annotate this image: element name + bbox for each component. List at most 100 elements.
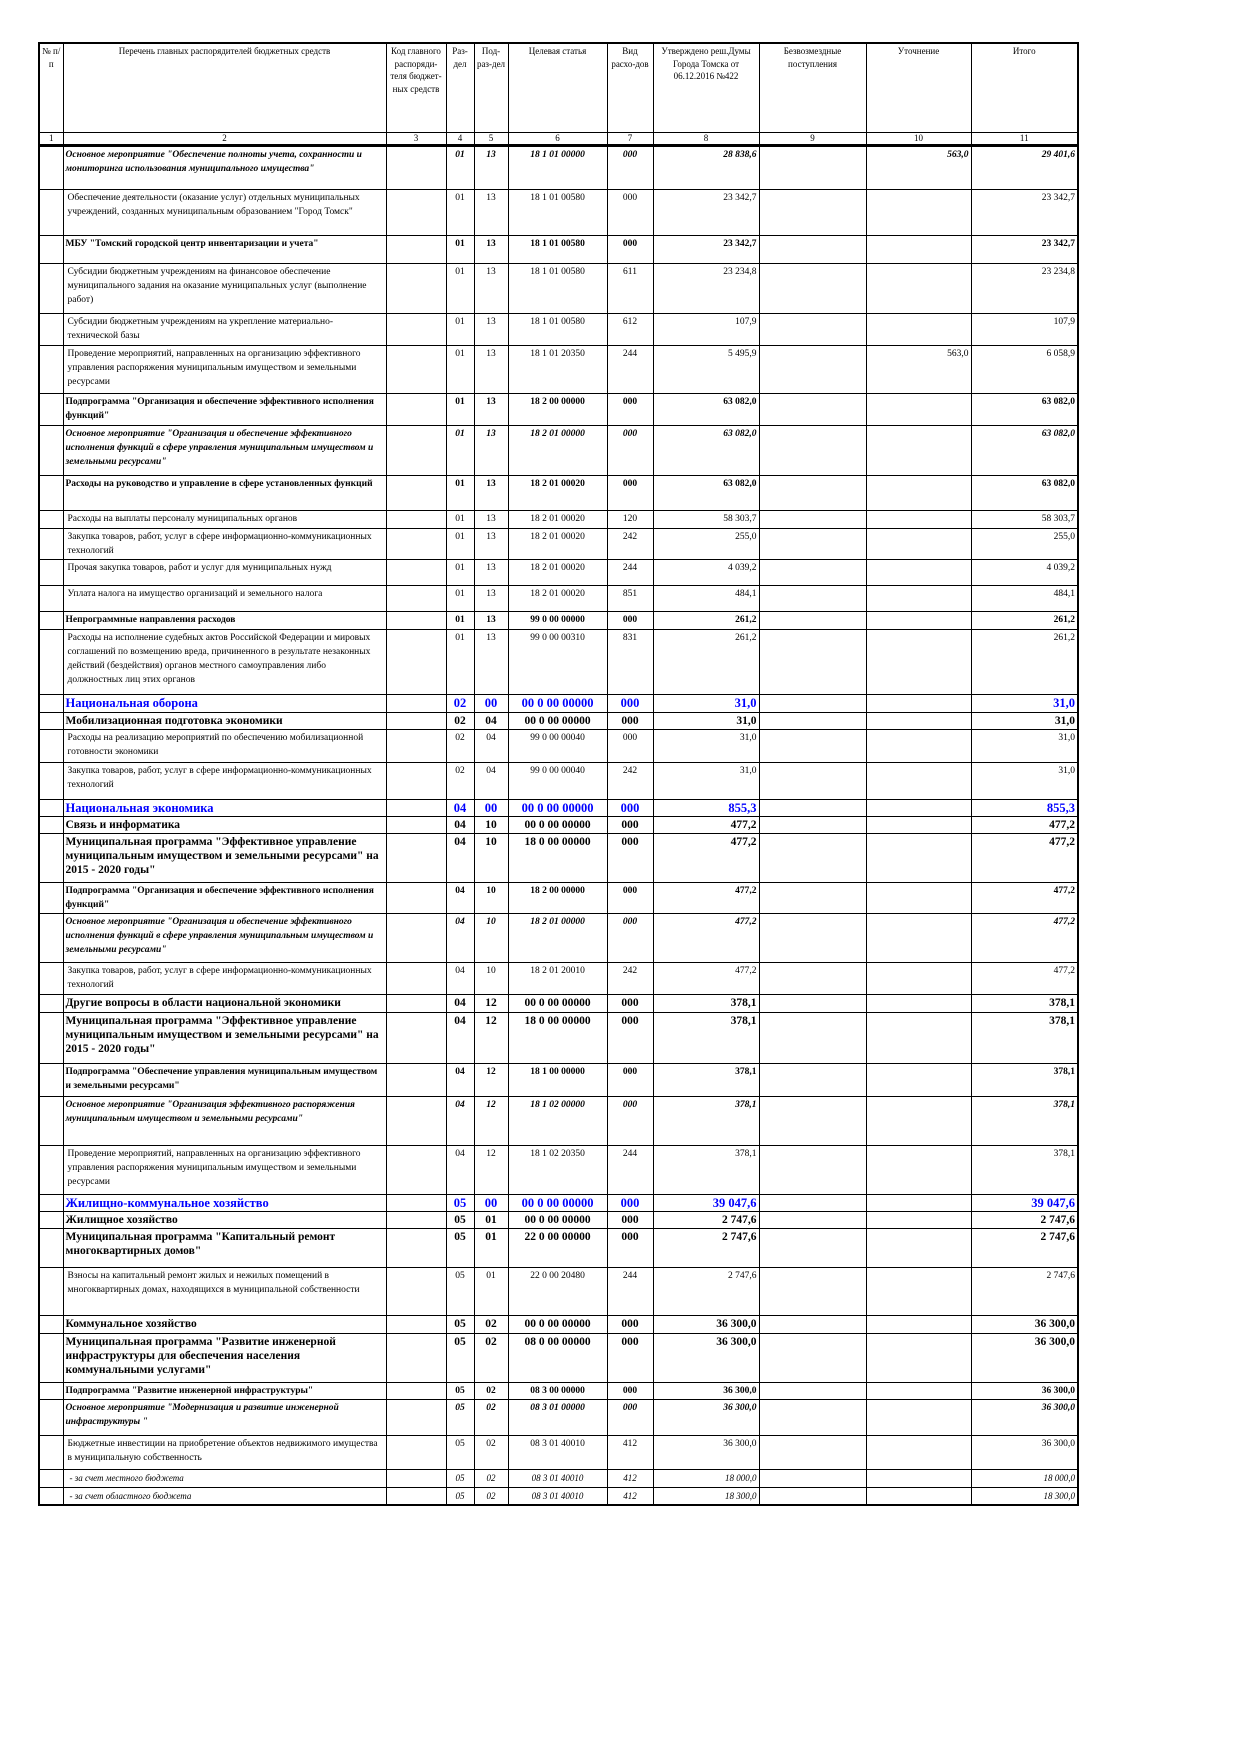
cell-approved: 4 039,2 — [652, 558, 760, 586]
cell-vid: 000 — [606, 1398, 654, 1436]
cell-clarification — [865, 188, 972, 236]
table-row: Подпрограмма "Обеспечение управления мун… — [38, 1062, 1079, 1097]
cell-approved: 378,1 — [652, 1011, 760, 1064]
cell-razdel: 01 — [445, 344, 475, 394]
cell-vid: 000 — [606, 424, 654, 476]
cell-total: 36 300,0 — [970, 1381, 1079, 1400]
cell-code — [385, 509, 447, 529]
cell-target: 18 0 00 00000 — [507, 832, 608, 883]
cell-approved: 255,0 — [652, 527, 760, 560]
cell-razdel: 04 — [445, 832, 475, 883]
cell-razdel: 02 — [445, 711, 475, 730]
cell-free — [758, 234, 867, 264]
table-row: Подпрограмма "Организация и обеспечение … — [38, 881, 1079, 914]
cell-podrazdel: 13 — [473, 474, 509, 511]
table-row: Субсидии бюджетным учреждениям на укрепл… — [38, 312, 1079, 346]
cell-approved: 36 300,0 — [652, 1434, 760, 1470]
table-row: Муниципальная программа "Развитие инжене… — [38, 1332, 1079, 1383]
cell-code — [385, 1095, 447, 1146]
cell-podrazdel: 00 — [473, 798, 509, 817]
cell-total: 2 747,6 — [970, 1210, 1079, 1229]
cell-free — [758, 610, 867, 630]
cell-approved: 18 300,0 — [652, 1486, 760, 1505]
cell-code — [385, 1486, 447, 1505]
cell-vid: 000 — [606, 993, 654, 1013]
cell-target: 18 1 01 00580 — [507, 188, 608, 236]
cell-clarification — [865, 815, 972, 834]
cell-name: МБУ "Томский городской центр инвентариза… — [62, 234, 387, 264]
cell-num — [38, 1468, 64, 1488]
cell-free — [758, 693, 867, 713]
cell-clarification — [865, 832, 972, 883]
cell-target: 08 3 01 40010 — [507, 1434, 608, 1470]
cell-vid: 000 — [606, 1193, 654, 1212]
cell-num — [38, 693, 64, 713]
cell-target: 18 0 00 00000 — [507, 1011, 608, 1064]
cell-razdel: 04 — [445, 1011, 475, 1064]
table-row: Расходы на реализацию мероприятий по обе… — [38, 728, 1079, 763]
budget-table: № п/п Перечень главных распорядителей бюд… — [38, 42, 1079, 1506]
cell-total: 378,1 — [970, 1095, 1079, 1146]
table-row: Бюджетные инвестиции на приобретение объ… — [38, 1434, 1079, 1470]
cell-vid: 412 — [606, 1468, 654, 1488]
cell-name: - за счет областного бюджета — [62, 1486, 387, 1505]
cell-razdel: 05 — [445, 1398, 475, 1436]
cell-code — [385, 711, 447, 730]
cell-free — [758, 912, 867, 963]
column-header: Перечень главных распорядителей бюджетны… — [62, 42, 387, 133]
cell-total: 855,3 — [970, 798, 1079, 817]
table-row: Закупка товаров, работ, услуг в сфере ин… — [38, 527, 1079, 560]
column-number: 11 — [970, 131, 1079, 147]
cell-total: 23 234,8 — [970, 262, 1079, 314]
cell-free — [758, 584, 867, 612]
cell-total: 18 300,0 — [970, 1486, 1079, 1505]
table-row: Основное мероприятие "Организация эффект… — [38, 1095, 1079, 1146]
cell-target: 00 0 00 00000 — [507, 993, 608, 1013]
cell-clarification — [865, 527, 972, 560]
cell-name: Муниципальная программа "Капитальный рем… — [62, 1227, 387, 1268]
cell-num — [38, 832, 64, 883]
cell-clarification — [865, 912, 972, 963]
cell-name: Основное мероприятие "Организация эффект… — [62, 1095, 387, 1146]
table-row: Основное мероприятие "Организация и обес… — [38, 424, 1079, 476]
cell-num — [38, 881, 64, 914]
table-row: Субсидии бюджетным учреждениям на финанс… — [38, 262, 1079, 314]
cell-vid: 244 — [606, 558, 654, 586]
cell-total: 58 303,7 — [970, 509, 1079, 529]
cell-code — [385, 312, 447, 346]
cell-target: 18 1 00 00000 — [507, 1062, 608, 1097]
cell-name: Обеспечение деятельности (оказание услуг… — [62, 188, 387, 236]
column-number: 1 — [38, 131, 64, 147]
cell-razdel: 01 — [445, 628, 475, 695]
cell-code — [385, 1434, 447, 1470]
cell-free — [758, 1011, 867, 1064]
cell-approved: 378,1 — [652, 993, 760, 1013]
cell-razdel: 05 — [445, 1486, 475, 1505]
cell-podrazdel: 02 — [473, 1314, 509, 1334]
cell-num — [38, 761, 64, 800]
cell-target: 00 0 00 00000 — [507, 693, 608, 713]
cell-clarification — [865, 1314, 972, 1334]
cell-clarification — [865, 1434, 972, 1470]
cell-code — [385, 584, 447, 612]
table-row: - за счет местного бюджета 05 02 08 3 01 40… — [38, 1468, 1079, 1488]
cell-target: 18 2 01 00020 — [507, 527, 608, 560]
column-number-row: 1 2 3 4 5 6 7 8 9 10 11 — [38, 131, 1079, 147]
cell-target: 00 0 00 00000 — [507, 1193, 608, 1212]
cell-name: Непрограммные направления расходов — [62, 610, 387, 630]
cell-clarification — [865, 509, 972, 529]
cell-vid: 000 — [606, 693, 654, 713]
cell-razdel: 01 — [445, 558, 475, 586]
cell-razdel: 05 — [445, 1193, 475, 1212]
cell-name: Жилищно-коммунальное хозяйство — [62, 1193, 387, 1212]
table-row: Непрограммные направления расходов 01 13 99… — [38, 610, 1079, 630]
cell-approved: 107,9 — [652, 312, 760, 346]
cell-clarification — [865, 1062, 972, 1097]
cell-num — [38, 815, 64, 834]
cell-clarification — [865, 961, 972, 995]
cell-podrazdel: 02 — [473, 1332, 509, 1383]
cell-vid: 000 — [606, 1381, 654, 1400]
cell-razdel: 02 — [445, 693, 475, 713]
cell-total: 36 300,0 — [970, 1398, 1079, 1436]
cell-vid: 242 — [606, 527, 654, 560]
